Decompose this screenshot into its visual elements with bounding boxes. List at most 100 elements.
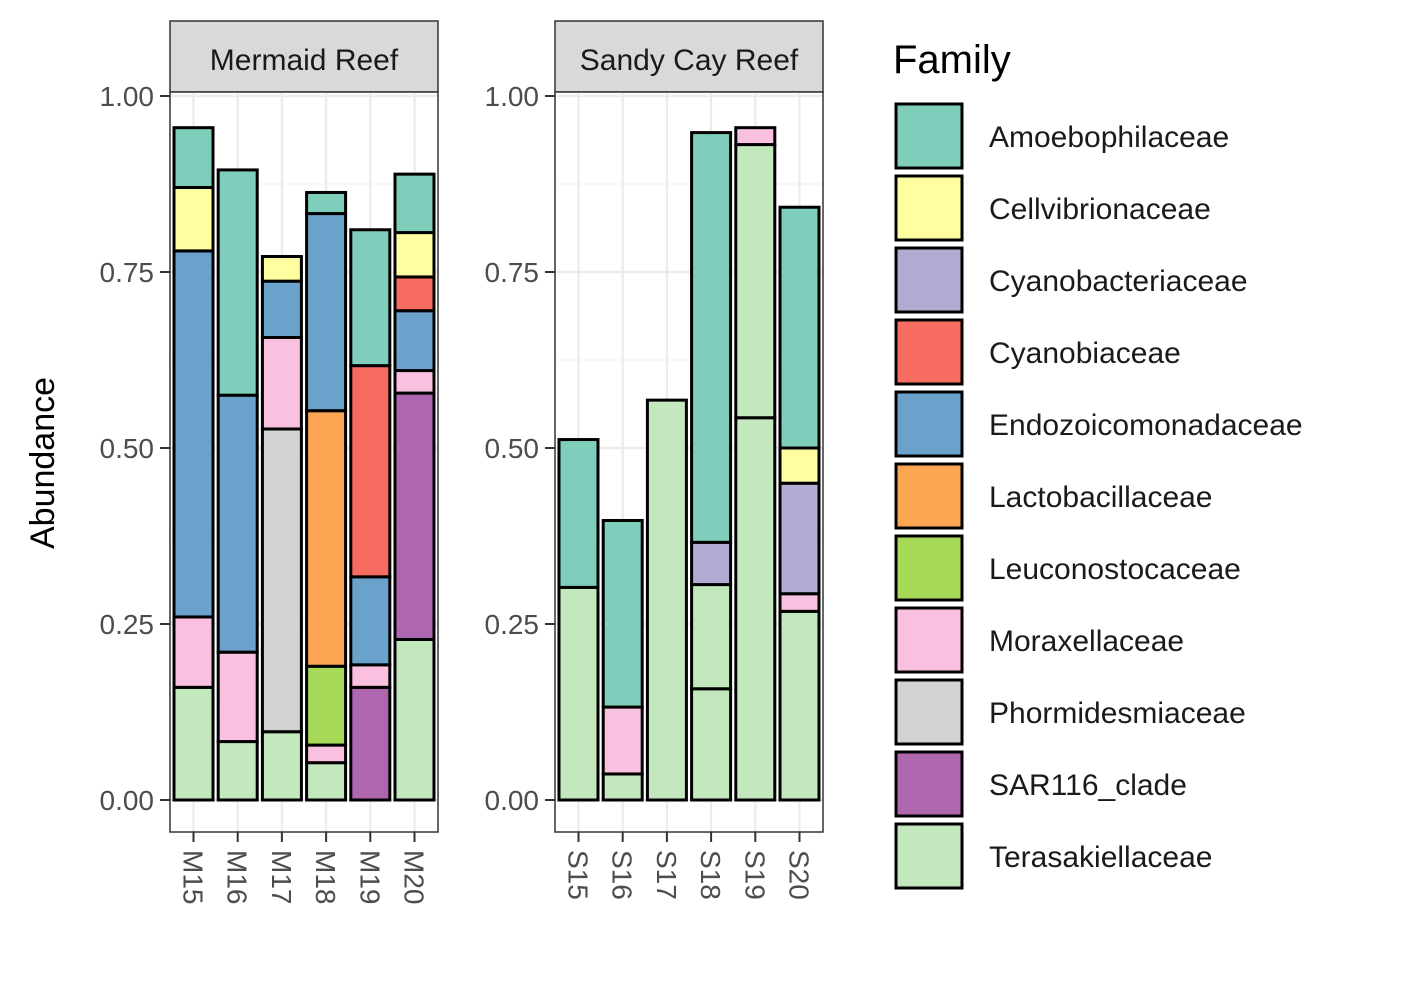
x-tick-label: M19 [354,850,385,904]
bar-segment [260,255,303,283]
facet-title: Sandy Cay Reef [580,44,799,77]
legend-key [894,822,964,890]
y-tick-label: 0.00 [485,785,540,816]
bar-segment [349,685,392,802]
bar-segment [778,609,821,802]
y-tick-label: 0.75 [485,257,540,288]
bar-segment [305,409,348,668]
panel-border [169,91,439,833]
legend-label: SAR116_clade [989,769,1187,802]
bar-segment [393,369,436,395]
legend-item: Lactobacillaceae [894,462,1213,530]
bar-segment [172,615,215,689]
bar-segment [645,398,688,802]
bar-S18 [690,131,733,802]
legend-key [894,318,964,386]
legend-label: Cellvibrionaceae [989,193,1211,226]
bar-M15 [172,126,215,802]
legend-title: Family [893,38,1011,82]
bar-segment [778,592,821,613]
y-tick-label: 0.50 [485,433,540,464]
bar-segment [349,228,392,368]
bar-segment [260,335,303,431]
x-tick-label: S19 [739,850,770,900]
bar-segment [690,540,733,587]
y-tick-label: 0.25 [100,609,155,640]
legend: Family Amoebophilaceae Cellvibrionaceae Cy… [893,38,1303,890]
bar-segment [690,583,733,691]
bar-segment [305,664,348,747]
legend-key [894,462,964,530]
legend-item: Amoebophilaceae [894,102,1229,170]
legend-label: Cyanobiaceae [989,337,1181,370]
bar-segment [349,663,392,689]
bar-segment [778,481,821,596]
panel-background [555,92,823,832]
legend-label: Amoebophilaceae [989,121,1229,154]
bar-segment [172,126,215,190]
bar-segment [216,650,259,744]
bar-segment [260,427,303,734]
x-tick-label: M20 [399,850,430,904]
bar-segment [778,205,821,450]
y-tick-label: 0.25 [485,609,540,640]
legend-key [894,750,964,818]
legend-label: Moraxellaceae [989,625,1184,658]
bar-segment [557,438,600,589]
legend-label: Terasakiellaceae [989,841,1212,874]
legend-items: Amoebophilaceae Cellvibrionaceae Cyanobact… [894,102,1303,890]
bar-segment [734,143,777,420]
legend-item: Cellvibrionaceae [894,174,1211,242]
bar-segment [305,212,348,413]
x-tick-label: S16 [607,850,638,900]
legend-item: Cyanobacteriaceae [894,246,1248,314]
bar-segment [305,190,348,216]
bar-S16 [601,519,644,802]
x-tick-label: M18 [310,850,341,904]
bar-segment [393,172,436,235]
bar-segment [216,740,259,802]
bar-segment [393,637,436,802]
legend-key [894,174,964,242]
y-tick-label: 0.75 [100,257,155,288]
legend-item: Leuconostocaceae [894,534,1241,602]
y-tick-label: 0.00 [100,785,155,816]
x-tick-label: S15 [563,850,594,900]
legend-key [894,678,964,746]
bar-M20 [393,172,436,802]
x-tick-label: M15 [178,850,209,904]
legend-item: Endozoicomonadaceae [894,390,1303,458]
legend-label: Cyanobacteriaceae [989,265,1248,298]
legend-item: Phormidesmiaceae [894,678,1246,746]
bar-segment [601,772,644,802]
legend-key [894,246,964,314]
legend-key [894,534,964,602]
bar-segment [690,131,733,544]
x-tick-label: M16 [222,850,253,904]
legend-label: Lactobacillaceae [989,481,1213,514]
bar-segment [393,309,436,373]
bar-segment [216,393,259,654]
bar-M18 [305,190,348,802]
panel-background [170,92,438,832]
x-tick-label: M17 [266,850,297,904]
panel-border [554,91,824,833]
bar-segment [601,519,644,709]
bar-segment [172,685,215,802]
bar-segment [557,585,600,802]
bar-segment [349,364,392,579]
x-tick-label: S20 [784,850,815,900]
y-tick-label: 1.00 [100,81,155,112]
bar-segment [393,231,436,279]
bar-segment [172,186,215,253]
bar-M17 [260,255,303,802]
bar-segment [260,730,303,802]
bar-M19 [349,228,392,802]
legend-item: Cyanobiaceae [894,318,1181,386]
legend-label: Phormidesmiaceae [989,697,1246,730]
bar-segment [601,705,644,776]
legend-item: Terasakiellaceae [894,822,1212,890]
x-tick-label: S17 [651,850,682,900]
bar-segment [216,168,259,397]
